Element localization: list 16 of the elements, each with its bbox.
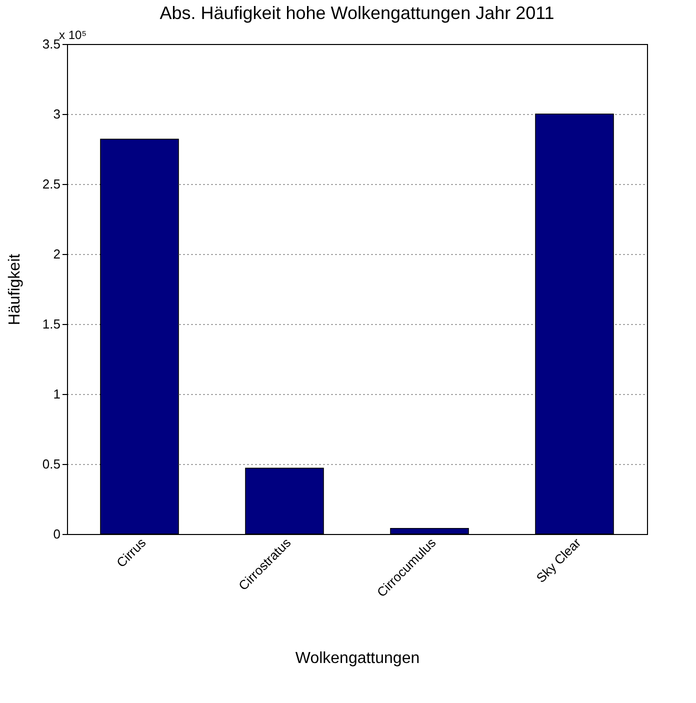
chart-title: Abs. Häufigkeit hohe Wolkengattungen Jahr 2011 [160,3,554,23]
bar [100,138,179,534]
y-tick-label: 0 [53,526,60,542]
y-tick-label: 3.5 [42,36,60,52]
y-tick-label: 1 [53,386,60,402]
bar [245,468,324,534]
y-tick-label: 1.5 [42,316,60,332]
y-tick-label: 2 [53,246,60,262]
bar [390,528,469,534]
y-tick-label: 2.5 [42,176,60,192]
bar [535,114,614,534]
y-tick-label: 0.5 [42,456,60,472]
y-axis-title: Häufigkeit [6,253,24,326]
x-axis-title: Wolkengattungen [295,650,420,667]
y-tick-label: 3 [53,106,60,122]
text: x 10⁵ [59,28,87,42]
